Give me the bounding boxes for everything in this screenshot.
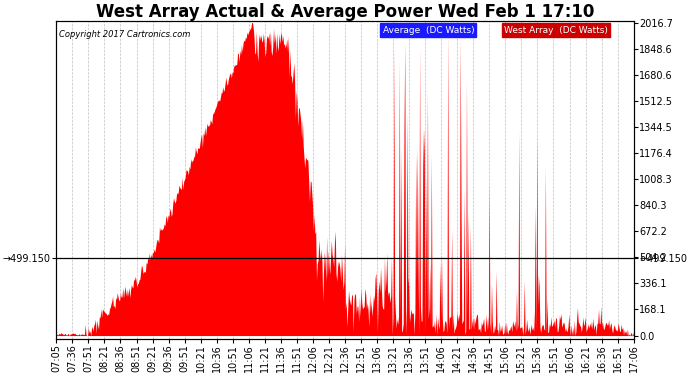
Title: West Array Actual & Average Power Wed Feb 1 17:10: West Array Actual & Average Power Wed Fe… (96, 3, 594, 21)
Text: Average  (DC Watts): Average (DC Watts) (382, 26, 474, 35)
Text: Copyright 2017 Cartronics.com: Copyright 2017 Cartronics.com (59, 30, 190, 39)
Text: West Array  (DC Watts): West Array (DC Watts) (504, 26, 608, 35)
